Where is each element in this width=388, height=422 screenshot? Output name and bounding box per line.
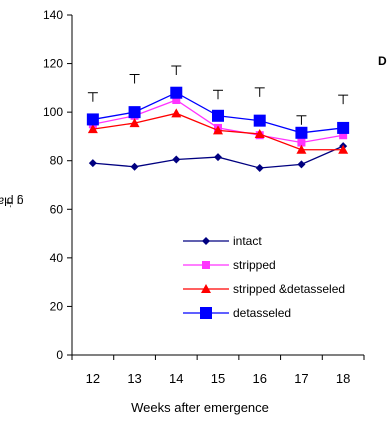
data-point-0 bbox=[214, 153, 222, 162]
y-tick-label: 80 bbox=[50, 154, 64, 168]
legend-marker-0 bbox=[202, 237, 210, 245]
legend-marker-1 bbox=[202, 261, 210, 269]
legend-marker-2 bbox=[201, 284, 211, 293]
legend-label-0: intact bbox=[233, 234, 262, 248]
y-tick-label: 40 bbox=[50, 251, 64, 265]
legend-label-2: stripped &detasseled bbox=[233, 282, 345, 296]
data-point-0 bbox=[130, 162, 139, 171]
data-point-2 bbox=[129, 118, 140, 128]
data-point-0 bbox=[297, 160, 306, 169]
legend-label-3: detasseled bbox=[233, 306, 291, 320]
data-point-3 bbox=[86, 113, 99, 126]
panel-label: D bbox=[378, 54, 387, 68]
legend-label-1: stripped bbox=[233, 258, 276, 272]
data-point-1 bbox=[172, 96, 181, 104]
data-point-3 bbox=[128, 106, 141, 119]
data-point-1 bbox=[339, 131, 348, 140]
data-point-3 bbox=[253, 114, 266, 127]
data-point-3 bbox=[170, 86, 183, 99]
y-tick-label: 140 bbox=[43, 8, 63, 22]
data-point-3 bbox=[212, 109, 224, 122]
data-point-2 bbox=[87, 124, 98, 134]
y-tick-label: 60 bbox=[50, 202, 64, 216]
data-point-2 bbox=[254, 129, 265, 138]
data-point-0 bbox=[88, 159, 97, 168]
y-axis-label-text: g plant bbox=[0, 194, 24, 209]
y-tick-label: 0 bbox=[56, 348, 63, 362]
data-point-1 bbox=[297, 138, 306, 147]
x-tick-label: 12 bbox=[86, 371, 100, 386]
x-tick-label: 16 bbox=[252, 371, 266, 386]
y-tick-label: 120 bbox=[43, 57, 63, 71]
data-point-3 bbox=[337, 121, 350, 134]
data-point-0 bbox=[172, 155, 181, 164]
x-tick-label: 13 bbox=[127, 371, 141, 386]
x-tick-label: 18 bbox=[336, 371, 350, 386]
legend-marker-3 bbox=[200, 307, 212, 319]
data-point-3 bbox=[295, 126, 308, 139]
x-tick-label: 17 bbox=[294, 371, 308, 386]
x-tick-label: 15 bbox=[211, 371, 225, 386]
data-point-0 bbox=[255, 164, 264, 172]
y-tick-label: 20 bbox=[50, 299, 64, 313]
data-point-2 bbox=[338, 144, 349, 154]
data-point-2 bbox=[171, 108, 182, 118]
x-tick-label: 14 bbox=[169, 371, 183, 386]
data-point-2 bbox=[296, 144, 307, 154]
y-tick-label: 100 bbox=[43, 105, 63, 119]
data-point-2 bbox=[213, 125, 223, 135]
x-axis-label: Weeks after emergence bbox=[131, 400, 269, 415]
